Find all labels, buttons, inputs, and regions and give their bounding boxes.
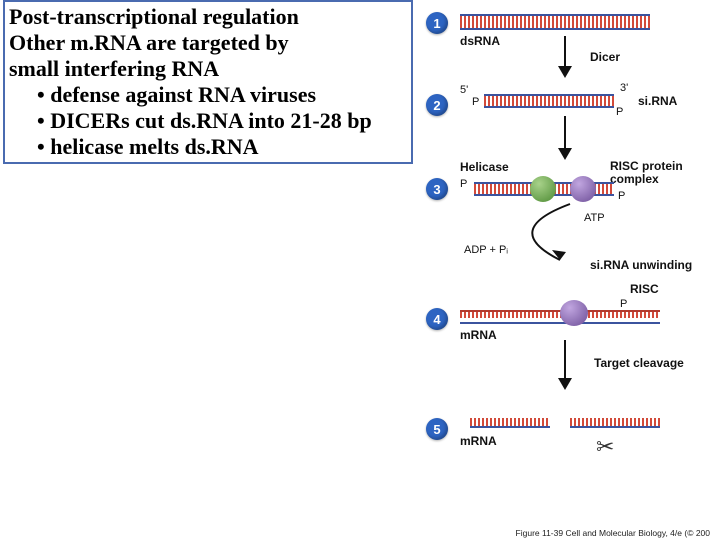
- title-line: Post-transcriptional regulation: [9, 4, 407, 30]
- bullet-3: • helicase melts ds.RNA: [9, 134, 407, 160]
- rnai-diagram: 1 dsRNA Dicer 2 5' P 3' P si.RNA 3 Helic…: [420, 0, 720, 540]
- risc-complex-label: RISC protein complex: [610, 160, 710, 185]
- text-panel: Post-transcriptional regulation Other m.…: [3, 0, 413, 164]
- risc-protein-2: [560, 300, 588, 326]
- dsrna-long: [460, 14, 650, 30]
- step-3-badge: 3: [426, 178, 448, 200]
- risc-label: RISC: [630, 282, 659, 296]
- step-5-badge: 5: [426, 418, 448, 440]
- sirna-label: si.RNA: [638, 94, 677, 108]
- adp-label: ADP + Pᵢ: [464, 244, 508, 256]
- mrna-fragment-left: [470, 418, 550, 428]
- step-1-badge: 1: [426, 12, 448, 34]
- helicase-label: Helicase: [460, 160, 509, 174]
- p-step4: P: [620, 298, 627, 310]
- risc-protein-1: [570, 176, 596, 202]
- phosphate-bottom: P: [616, 106, 623, 118]
- step-4-badge: 4: [426, 308, 448, 330]
- mrna-fragment-right: [570, 418, 660, 428]
- dicer-label: Dicer: [590, 50, 620, 64]
- sirna-duplex: [484, 94, 614, 108]
- step-2-badge: 2: [426, 94, 448, 116]
- subtitle-line-2: small interfering RNA: [9, 56, 407, 82]
- p-left: P: [460, 178, 467, 190]
- three-prime-label: 3': [620, 82, 628, 94]
- p-right: P: [618, 190, 625, 202]
- five-prime-label: 5': [460, 84, 468, 96]
- figure-credit: Figure 11-39 Cell and Molecular Biology,…: [516, 528, 710, 538]
- unwind-label: si.RNA unwinding: [590, 258, 692, 272]
- scissors-icon: ✂: [596, 434, 614, 460]
- helicase-protein: [530, 176, 556, 202]
- bullet-1: • defense against RNA viruses: [9, 82, 407, 108]
- dsrna-label: dsRNA: [460, 34, 500, 48]
- cleavage-label: Target cleavage: [594, 356, 684, 370]
- subtitle-line-1: Other m.RNA are targeted by: [9, 30, 407, 56]
- mrna-label-1: mRNA: [460, 328, 497, 342]
- atp-label: ATP: [584, 212, 605, 224]
- bullet-2: • DICERs cut ds.RNA into 21-28 bp: [9, 108, 407, 134]
- phosphate-top: P: [472, 96, 479, 108]
- mrna-label-2: mRNA: [460, 434, 497, 448]
